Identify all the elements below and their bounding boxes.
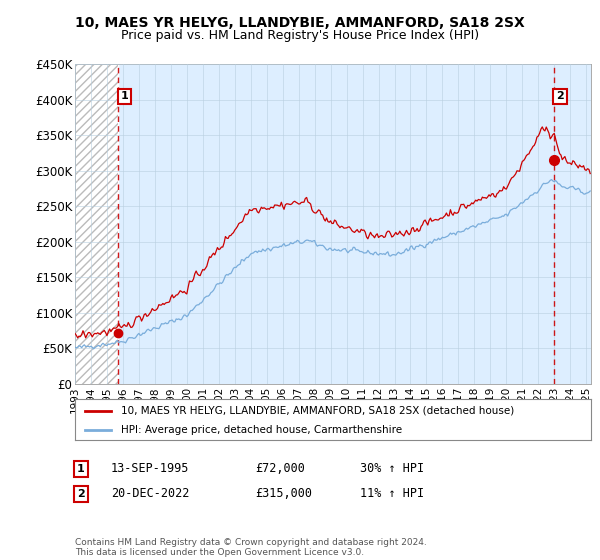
Bar bbox=[75, 64, 118, 384]
Text: 10, MAES YR HELYG, LLANDYBIE, AMMANFORD, SA18 2SX: 10, MAES YR HELYG, LLANDYBIE, AMMANFORD,… bbox=[75, 16, 525, 30]
Text: 30% ↑ HPI: 30% ↑ HPI bbox=[360, 462, 424, 475]
Text: 13-SEP-1995: 13-SEP-1995 bbox=[111, 462, 190, 475]
Text: 10, MAES YR HELYG, LLANDYBIE, AMMANFORD, SA18 2SX (detached house): 10, MAES YR HELYG, LLANDYBIE, AMMANFORD,… bbox=[121, 405, 515, 416]
Text: 20-DEC-2022: 20-DEC-2022 bbox=[111, 487, 190, 501]
Text: HPI: Average price, detached house, Carmarthenshire: HPI: Average price, detached house, Carm… bbox=[121, 424, 403, 435]
Text: 1: 1 bbox=[77, 464, 85, 474]
Text: Price paid vs. HM Land Registry's House Price Index (HPI): Price paid vs. HM Land Registry's House … bbox=[121, 29, 479, 42]
Text: 11% ↑ HPI: 11% ↑ HPI bbox=[360, 487, 424, 501]
Bar bbox=[75, 64, 118, 384]
Text: 2: 2 bbox=[556, 91, 564, 101]
Text: 2: 2 bbox=[77, 489, 85, 499]
Text: £315,000: £315,000 bbox=[255, 487, 312, 501]
Text: £72,000: £72,000 bbox=[255, 462, 305, 475]
Text: Contains HM Land Registry data © Crown copyright and database right 2024.
This d: Contains HM Land Registry data © Crown c… bbox=[75, 538, 427, 557]
Text: 1: 1 bbox=[121, 91, 128, 101]
